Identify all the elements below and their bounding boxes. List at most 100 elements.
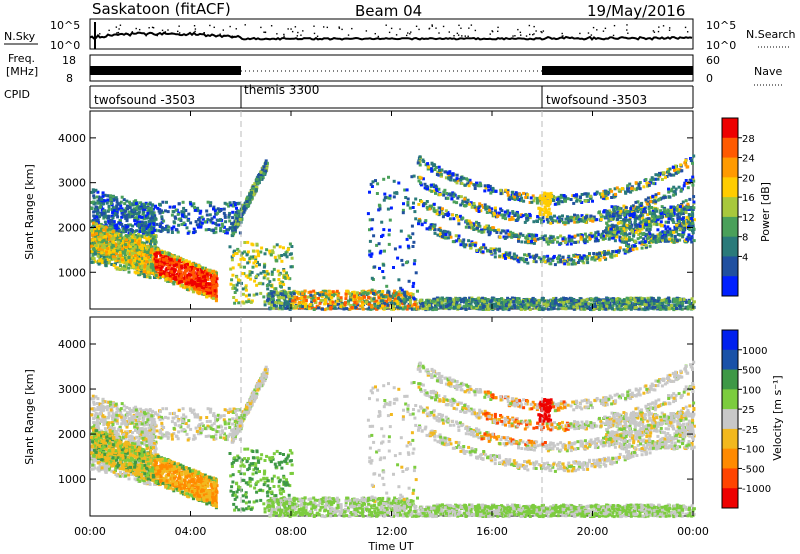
noise-search-dot: [115, 26, 118, 28]
power-cell: [383, 249, 386, 253]
power-cell: [223, 201, 227, 205]
power-cell: [564, 302, 568, 306]
power-cell: [362, 294, 366, 298]
power-cell: [190, 283, 194, 287]
power-cell: [123, 235, 127, 239]
power-cell: [184, 215, 188, 219]
power-cell: [504, 299, 508, 303]
power-cell: [150, 231, 154, 235]
noise-search-dot: [228, 35, 230, 37]
power-cell: [197, 218, 201, 221]
power-cell: [447, 306, 451, 310]
power-cell: [288, 307, 292, 311]
power-cell: [196, 291, 200, 295]
power-cell: [216, 211, 220, 215]
power-cell: [124, 262, 128, 266]
power-cell: [270, 292, 274, 295]
power-cell: [133, 254, 137, 257]
power-cell: [100, 248, 104, 252]
noise-search-dot: [351, 27, 353, 30]
power-cell: [97, 259, 101, 263]
power-cell: [127, 215, 131, 219]
power-cell: [270, 303, 274, 307]
power-cell: [94, 252, 97, 256]
power-cell: [283, 275, 287, 279]
power-cell: [219, 209, 223, 212]
power-cell: [215, 223, 219, 227]
power-cell: [453, 304, 457, 308]
power-cell: [255, 274, 258, 278]
power-cell: [143, 204, 146, 208]
power-cell: [581, 305, 585, 309]
power-cell: [149, 234, 153, 238]
power-cell: [352, 291, 356, 295]
power-cell: [329, 296, 333, 299]
power-cell: [601, 299, 605, 303]
power-cell: [191, 271, 195, 275]
power-cell: [383, 307, 387, 310]
noise-search-dot: [652, 30, 655, 32]
power-cell: [152, 211, 156, 215]
power-cell: [529, 303, 533, 307]
power-cell: [173, 269, 176, 273]
noise-search-dot: [151, 26, 154, 29]
noise-search-dot: [287, 28, 289, 30]
power-cell: [128, 252, 132, 256]
power-cell: [457, 298, 460, 302]
power-cell: [546, 303, 549, 307]
power-cell: [237, 278, 240, 282]
power-cell: [323, 291, 327, 295]
power-cell: [219, 226, 223, 230]
power-cell: [373, 304, 377, 308]
power-cell: [268, 280, 272, 284]
power-cell: [370, 299, 374, 303]
power-cell: [92, 194, 96, 198]
power-cell: [492, 302, 496, 306]
power-cell: [426, 299, 430, 303]
power-cell: [208, 213, 212, 217]
power-cell: [119, 237, 123, 241]
power-cell: [225, 228, 229, 232]
power-cell: [94, 244, 98, 248]
power-cell: [612, 300, 616, 304]
noise-right-tick-top: 10^5: [706, 19, 736, 32]
power-cell: [640, 301, 644, 305]
power-cell: [150, 207, 154, 211]
power-cell: [288, 297, 292, 301]
power-cell: [405, 261, 408, 265]
power-cell: [409, 292, 413, 296]
power-cell: [114, 196, 118, 200]
power-cell: [286, 300, 289, 304]
power-cell: [185, 285, 189, 289]
power-cell: [649, 306, 653, 310]
power-cell: [314, 300, 318, 304]
power-cell: [171, 272, 175, 276]
power-cell: [101, 246, 104, 250]
power-cell: [285, 271, 288, 275]
power-cell: [192, 273, 196, 277]
power-cell: [93, 259, 97, 263]
power-cell: [675, 298, 679, 302]
power-cell: [589, 298, 593, 302]
power-cell: [102, 202, 106, 206]
power-cell: [323, 308, 327, 312]
power-cell: [324, 301, 327, 305]
power-cell: [293, 300, 297, 304]
power-cell: [512, 300, 516, 304]
power-cell: [186, 218, 190, 222]
power-cell: [211, 221, 215, 225]
power-cell: [224, 220, 228, 224]
power-cell: [389, 206, 393, 210]
power-cell: [151, 268, 155, 272]
power-cell: [325, 307, 329, 311]
noise-search-dot: [489, 33, 491, 35]
power-cell: [159, 229, 163, 233]
power-cell: [211, 288, 215, 292]
power-cell: [285, 305, 289, 309]
power-cell: [130, 266, 134, 270]
power-cell: [223, 215, 227, 219]
power-cell: [481, 296, 485, 300]
power-cell: [231, 216, 235, 220]
power-cell: [495, 304, 499, 308]
power-cell: [561, 307, 565, 311]
